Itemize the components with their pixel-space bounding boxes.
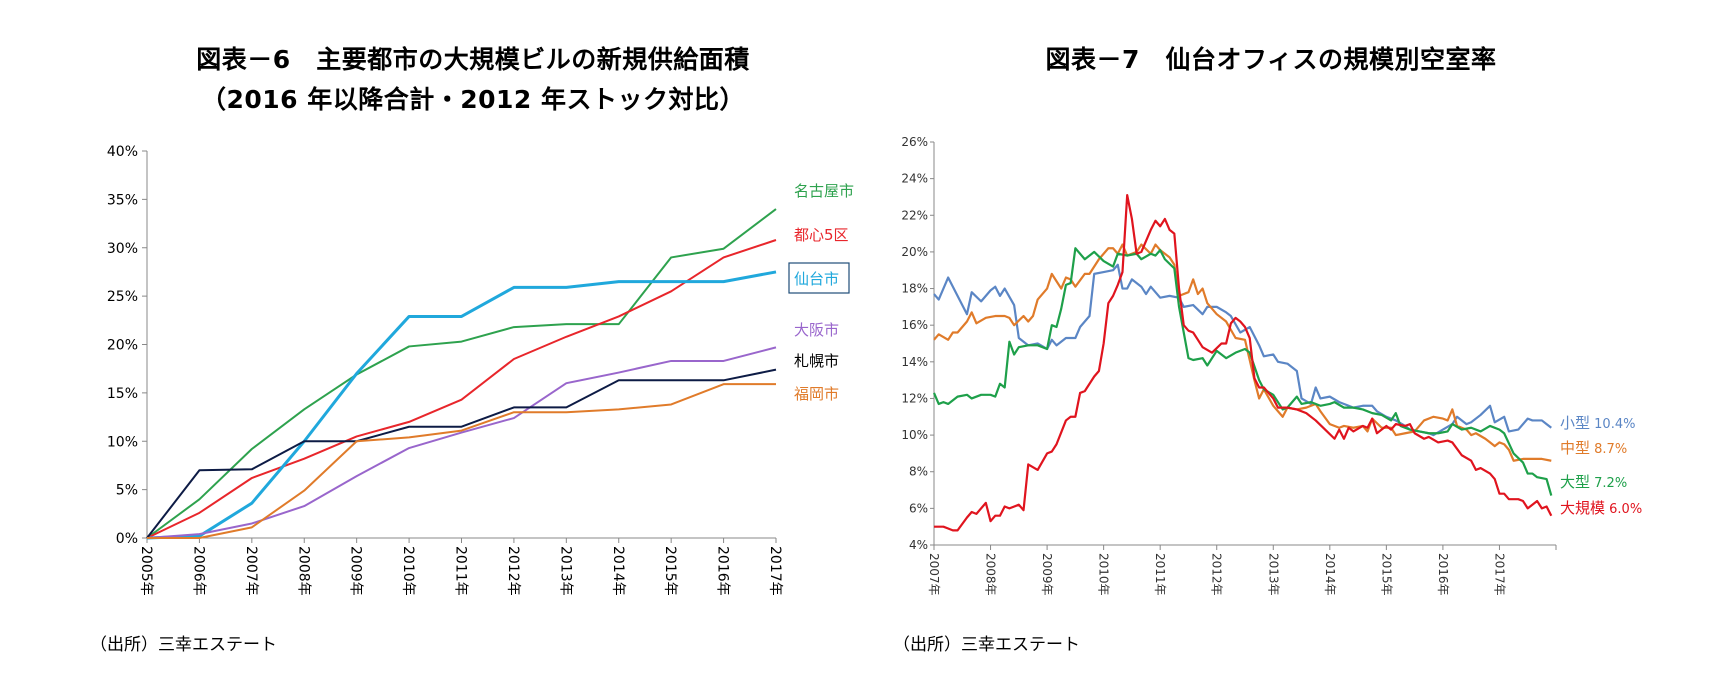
left-y-tick-label: 25%	[107, 289, 138, 305]
left-x-tick-label: 2011年	[453, 546, 469, 596]
right-y-tick-label: 16%	[901, 318, 928, 332]
left-y-tick-label: 35%	[107, 192, 138, 208]
right-y-tick-label: 26%	[901, 135, 928, 149]
right-x-tick-label: 2010年	[1097, 553, 1111, 596]
right-x-tick-label: 2011年	[1153, 553, 1167, 596]
right-x-tick-label: 2007年	[927, 553, 941, 596]
right-y-tick-label: 12%	[901, 391, 928, 405]
left-series-line	[146, 239, 777, 539]
right-series-label: 大規模 6.0%	[1560, 499, 1642, 517]
right-y-tick-label: 6%	[909, 501, 928, 515]
right-series-label: 中型 8.7%	[1560, 439, 1627, 457]
left-y-tick-label: 30%	[107, 241, 138, 257]
left-x-tick-label: 2006年	[190, 546, 206, 596]
left-chart-source: （出所）三幸エステート	[90, 635, 277, 655]
right-y-tick-label: 4%	[909, 538, 928, 552]
left-x-tick-label: 2005年	[138, 546, 154, 596]
left-series-label: 福岡市	[794, 385, 839, 403]
series-name: 大型	[1560, 473, 1590, 491]
series-name: 中型	[1560, 439, 1590, 457]
left-y-tick-label: 15%	[107, 386, 138, 402]
left-chart-subtitle: （2016 年以降合計・2012 年ストック対比）	[200, 85, 746, 114]
left-y-tick-label: 5%	[116, 483, 138, 499]
right-x-tick-label: 2009年	[1040, 553, 1054, 596]
left-chart: 0% 5% 10% 15% 20% 25% 30% 35% 40% 2005年 2006年 2007年…	[107, 144, 854, 596]
right-series-line	[934, 194, 1553, 532]
right-series-line	[933, 243, 1552, 462]
left-x-tick-label: 2009年	[348, 546, 364, 596]
left-series-line	[146, 270, 777, 540]
right-x-tick-label: 2016年	[1436, 553, 1450, 596]
left-x-tick-label: 2012年	[505, 546, 521, 596]
left-series-label: 都心5区	[794, 226, 849, 244]
right-chart-title: 図表－7 仙台オフィスの規模別空室率	[1045, 45, 1497, 74]
left-series-label: 仙台市	[794, 270, 839, 288]
series-name: 小型	[1560, 414, 1590, 432]
left-y-tick-label: 0%	[116, 531, 138, 547]
right-x-tick-label: 2017年	[1492, 553, 1506, 596]
right-y-tick-label: 14%	[901, 355, 928, 369]
right-chart: 4% 6% 8% 10% 12% 14% 16% 18% 20% 22% 24% 26% 2007年 20…	[901, 135, 1642, 596]
right-y-tick-label: 8%	[909, 465, 928, 479]
right-y-tick-label: 10%	[901, 428, 928, 442]
right-series-line	[932, 247, 1553, 496]
left-highlight-box	[788, 262, 850, 294]
series-end-value: 10.4%	[1590, 417, 1635, 432]
left-series-line	[146, 368, 777, 539]
right-chart-source: （出所）三幸エステート	[893, 635, 1080, 655]
right-series-line	[933, 263, 1552, 437]
left-series-label: 名古屋市	[794, 182, 854, 200]
left-series-line	[146, 346, 777, 539]
right-series-label: 小型 10.4%	[1560, 414, 1635, 432]
left-x-tick-label: 2015年	[662, 546, 678, 596]
right-x-tick-label: 2015年	[1379, 553, 1393, 596]
right-x-tick-label: 2014年	[1323, 553, 1337, 596]
left-y-tick-label: 40%	[107, 144, 138, 160]
left-x-tick-label: 2017年	[767, 546, 783, 596]
left-series-label: 札幌市	[794, 352, 839, 370]
right-y-tick-label: 24%	[901, 172, 928, 186]
series-end-value: 8.7%	[1590, 442, 1627, 457]
right-x-tick-label: 2012年	[1210, 553, 1224, 596]
left-series-label: 大阪市	[794, 321, 839, 339]
right-y-tick-label: 22%	[901, 208, 928, 222]
left-x-tick-label: 2013年	[557, 546, 573, 596]
left-series-line	[147, 383, 776, 539]
left-x-tick-label: 2010年	[400, 546, 416, 596]
left-x-tick-label: 2007年	[243, 546, 259, 596]
right-y-tick-label: 20%	[901, 245, 928, 259]
series-end-value: 7.2%	[1590, 476, 1627, 491]
left-x-tick-label: 2014年	[610, 546, 626, 596]
right-y-tick-label: 18%	[901, 282, 928, 296]
series-name: 大規模	[1560, 499, 1605, 517]
left-x-tick-label: 2008年	[295, 546, 311, 596]
left-chart-title: 図表－6 主要都市の大規模ビルの新規供給面積	[196, 45, 750, 74]
left-x-tick-label: 2016年	[715, 546, 731, 596]
right-x-tick-label: 2013年	[1266, 553, 1280, 596]
right-x-tick-label: 2008年	[984, 553, 998, 596]
right-series-label: 大型 7.2%	[1560, 473, 1627, 491]
left-series-line	[146, 208, 777, 539]
left-y-tick-label: 20%	[107, 338, 138, 354]
left-y-tick-label: 10%	[107, 434, 138, 450]
series-end-value: 6.0%	[1605, 502, 1642, 517]
